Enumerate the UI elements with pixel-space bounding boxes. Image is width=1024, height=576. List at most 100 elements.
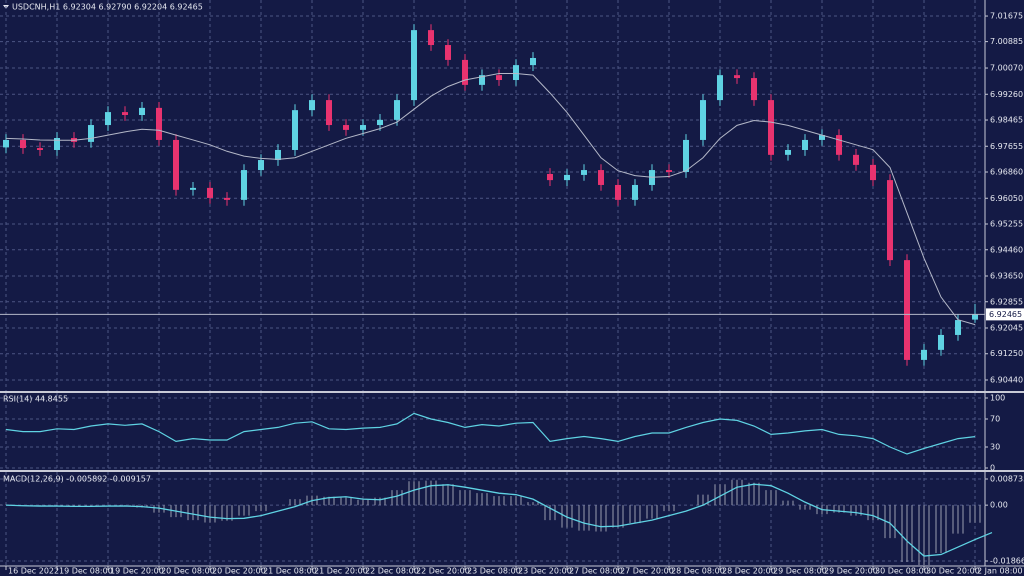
y-tick-label: 6.95255	[990, 220, 1023, 229]
x-tick-label: 19 Dec 08:00	[59, 567, 113, 576]
candle-body	[360, 125, 366, 130]
candle-body	[20, 139, 26, 149]
y-tick-label: 6.96050	[990, 194, 1023, 203]
candle-body	[139, 107, 145, 115]
candle-body	[224, 197, 230, 200]
candle-body	[700, 100, 706, 140]
y-tick-label: 7.00070	[990, 64, 1023, 73]
candle-body	[938, 334, 944, 350]
candle-body	[683, 139, 689, 173]
x-tick-label: 21 Dec 20:00	[314, 567, 368, 576]
y-tick-label: 6.92045	[990, 323, 1023, 332]
y-tick-label: 0.00	[990, 501, 1008, 510]
x-tick-label: 29 Dec 08:00	[773, 567, 827, 576]
candle-body	[972, 314, 978, 320]
y-tick-label: 0.008735	[990, 475, 1024, 484]
y-tick-label: 0	[990, 464, 995, 473]
candle-body	[275, 149, 281, 161]
candle-body	[462, 59, 468, 85]
candle-body	[870, 164, 876, 181]
candle-body	[292, 110, 298, 150]
x-tick-label: 30 Dec 08:00	[875, 567, 929, 576]
candle-body	[173, 139, 179, 190]
x-tick-label: 28 Dec 08:00	[671, 567, 725, 576]
x-tick-label: 20 Dec 08:00	[161, 567, 215, 576]
x-tick-label: 19 Dec 20:00	[110, 567, 164, 576]
y-tick-label: 7.00885	[990, 37, 1023, 46]
x-tick-label: 23 Dec 08:00	[467, 567, 521, 576]
candle-body	[887, 180, 893, 261]
y-tick-label: 6.92855	[990, 297, 1023, 306]
candle-body	[853, 154, 859, 165]
candle-body	[190, 187, 196, 190]
candle-body	[428, 30, 434, 46]
y-tick-label: 6.97655	[990, 142, 1023, 151]
candle-body	[326, 100, 332, 126]
candle-body	[37, 148, 43, 150]
candle-body	[955, 320, 961, 335]
x-tick-label: 21 Dec 08:00	[263, 567, 317, 576]
rsi-line	[5, 412, 976, 455]
candle-body	[207, 187, 213, 198]
candle-body	[802, 139, 808, 150]
candle-body	[581, 170, 587, 175]
candle-body	[547, 173, 553, 181]
candle-body	[819, 135, 825, 140]
chart-title: USDCNH,H1 6.92304 6.92790 6.92204 6.9246…	[12, 3, 203, 12]
candle-body	[445, 45, 451, 60]
y-tick-label: 7.01675	[990, 12, 1023, 21]
x-tick-label: 23 Dec 20:00	[518, 567, 572, 576]
candle-body	[921, 349, 927, 360]
candle-body	[666, 170, 672, 173]
moving-average	[5, 73, 976, 326]
candle-body	[377, 119, 383, 126]
candle-body	[258, 160, 264, 171]
candle-body	[122, 112, 128, 115]
candle-body	[241, 170, 247, 200]
rsi-title: RSI(14) 44.8455	[3, 395, 68, 404]
candle-body	[105, 112, 111, 126]
candle-body	[54, 138, 60, 150]
x-tick-label: 29 Dec 20:00	[824, 567, 878, 576]
y-tick-label: -0.018662	[990, 557, 1024, 566]
y-tick-label: 6.90440	[990, 375, 1023, 384]
y-tick-label: 6.93650	[990, 272, 1023, 281]
x-tick-label: 27 Dec 20:00	[620, 567, 674, 576]
candle-body	[3, 139, 9, 148]
x-tick-label: 28 Dec 20:00	[722, 567, 776, 576]
candle-body	[513, 65, 519, 81]
x-tick-label: 27 Dec 08:00	[569, 567, 623, 576]
y-tick-label: 6.91250	[990, 349, 1023, 358]
y-tick-label: 6.99260	[990, 90, 1023, 99]
x-tick-label: 20 Dec 20:00	[212, 567, 266, 576]
candle-body	[598, 170, 604, 185]
x-tick-label: 16 Dec 2022	[8, 567, 59, 576]
current-price-box	[986, 308, 1024, 321]
candle-body	[632, 184, 638, 200]
candle-body	[564, 174, 570, 181]
macd-title: MACD(12,26,9) -0.005892 -0.009157	[3, 475, 151, 484]
macd-signal-line	[5, 483, 993, 557]
candle-body	[904, 260, 910, 360]
candle-body	[88, 125, 94, 142]
candle-body	[411, 30, 417, 101]
candle-body	[785, 149, 791, 155]
y-tick-label: 100	[990, 394, 1005, 403]
x-tick-label: 2 Jan 08:00	[977, 567, 1023, 576]
x-tick-label: 22 Dec 08:00	[365, 567, 419, 576]
candle-body	[615, 184, 621, 200]
candle-body	[717, 75, 723, 101]
candle-body	[734, 75, 740, 79]
candle-body	[496, 75, 502, 81]
current-price-label: 6.92465	[989, 310, 1022, 319]
candle-body	[768, 100, 774, 155]
candle-body	[343, 125, 349, 130]
candle-body	[836, 135, 842, 155]
x-tick-label: 22 Dec 20:00	[416, 567, 470, 576]
candle-body	[394, 100, 400, 120]
y-tick-label: 70	[990, 415, 1000, 424]
candle-body	[530, 57, 536, 66]
